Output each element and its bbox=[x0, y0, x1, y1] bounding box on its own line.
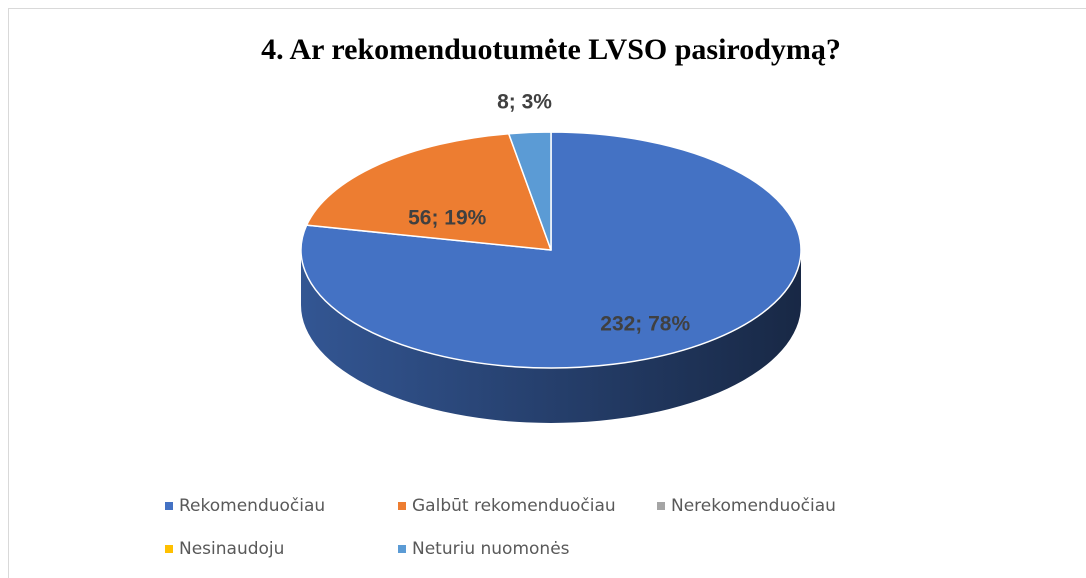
legend-label: Rekomenduočiau bbox=[179, 496, 325, 516]
legend-swatch bbox=[398, 545, 406, 553]
data-label: 232; 78% bbox=[600, 313, 690, 336]
slice bbox=[508, 131, 552, 251]
legend-label: Neturiu nuomonės bbox=[412, 539, 570, 559]
slice bbox=[305, 132, 552, 251]
data-label: 56; 19% bbox=[408, 206, 487, 229]
pie: 232; 78% 56; 19% 8; 3% bbox=[300, 91, 802, 423]
slice-side bbox=[301, 250, 801, 423]
chart-title: 4. Ar rekomenduotumėte LVSO pasirodymą? bbox=[261, 33, 841, 66]
legend-label: Galbūt rekomenduočiau bbox=[412, 496, 616, 516]
legend: Rekomenduočiau Galbūt rekomenduočiau Nerek… bbox=[165, 496, 836, 559]
legend-swatch bbox=[657, 502, 665, 510]
legend-label: Nerekomenduočiau bbox=[671, 496, 836, 516]
legend-label: Nesinaudoju bbox=[179, 539, 284, 559]
legend-swatch bbox=[165, 502, 173, 510]
legend-swatch bbox=[398, 502, 406, 510]
data-label: 8; 3% bbox=[497, 91, 552, 114]
legend-swatch bbox=[165, 545, 173, 553]
